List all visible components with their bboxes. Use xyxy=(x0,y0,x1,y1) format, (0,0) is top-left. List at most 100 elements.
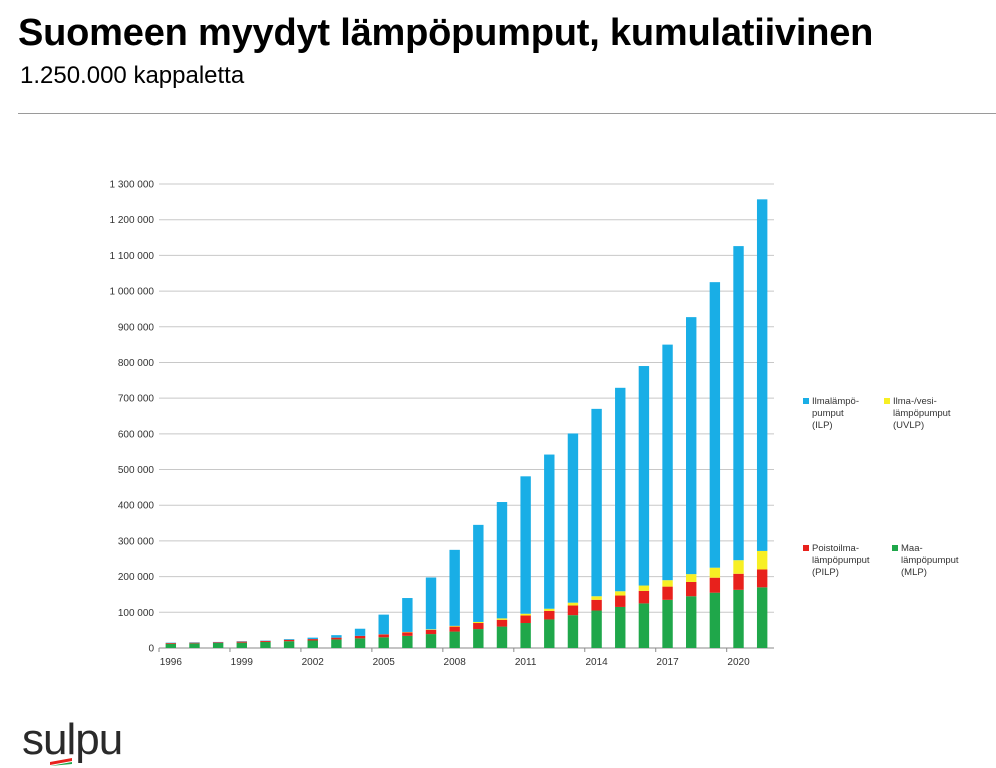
bar-segment xyxy=(473,623,484,630)
bar-segment xyxy=(591,599,602,611)
bar-segment xyxy=(756,569,768,588)
bar-segment xyxy=(165,643,177,648)
bar-segment xyxy=(260,640,271,642)
y-tick-label: 1 000 000 xyxy=(110,287,155,298)
bar-segment xyxy=(331,637,342,640)
legend-label-line: lämpöpumput xyxy=(901,555,959,566)
bar-segment xyxy=(638,366,650,586)
bar-segment xyxy=(638,585,650,591)
bar-segment xyxy=(260,641,271,648)
bar-segment xyxy=(615,606,626,648)
bar-segment xyxy=(520,476,531,614)
bar-segment xyxy=(638,603,650,648)
bar-segment xyxy=(473,621,484,624)
bar-segment xyxy=(402,598,413,632)
bar-segment xyxy=(496,618,508,620)
bar-segment xyxy=(449,631,460,648)
bar-segment xyxy=(544,454,555,609)
bar-segment xyxy=(212,643,224,648)
bar-segment xyxy=(733,246,744,561)
bar-segment xyxy=(686,574,697,582)
x-tick-label: 2005 xyxy=(373,657,396,668)
bar-segment xyxy=(449,625,460,627)
legend-label-line: (PILP) xyxy=(812,567,839,578)
bar-segment xyxy=(307,637,318,640)
bar-segment xyxy=(283,639,295,642)
bar-segment xyxy=(425,629,437,635)
bar-segment xyxy=(591,610,602,648)
sulpu-logo: sulpu xyxy=(22,715,123,764)
bar-segment xyxy=(615,595,626,607)
bar-segment xyxy=(615,387,626,592)
bar-segment xyxy=(567,602,579,606)
bar-segment xyxy=(520,623,531,648)
bar-segment xyxy=(307,639,318,641)
bar-segment xyxy=(425,629,437,630)
bar-segment xyxy=(402,635,413,648)
bar-segment xyxy=(756,550,768,570)
bar-segment xyxy=(686,596,697,648)
bar-segment xyxy=(354,628,366,636)
legend-label-line: (MLP) xyxy=(901,567,927,578)
bar-segment xyxy=(520,615,531,624)
bar-segment xyxy=(544,610,555,620)
bar-segment xyxy=(378,637,389,648)
y-tick-label: 400 000 xyxy=(118,501,155,512)
bar-segment xyxy=(544,608,555,611)
bar-segment xyxy=(449,549,460,626)
legend-label: Ilmalämpö-pumput (ILP) xyxy=(812,396,892,432)
bar-segment xyxy=(591,408,602,597)
bar-segment xyxy=(733,589,744,648)
x-tick-label: 2014 xyxy=(585,657,608,668)
bar-segment xyxy=(283,641,295,648)
bar-segment xyxy=(378,634,389,638)
bar-segment xyxy=(496,619,508,627)
legend-label: Ilma-/vesi-lämpöpumput (UVLP) xyxy=(893,396,973,432)
bar-segment xyxy=(331,639,342,648)
y-tick-label: 800 000 xyxy=(118,358,155,369)
y-tick-label: 100 000 xyxy=(118,608,155,619)
y-tick-label: 600 000 xyxy=(118,429,155,440)
bar-segment xyxy=(733,573,744,590)
bar-segment xyxy=(496,502,508,619)
y-tick-label: 700 000 xyxy=(118,394,155,405)
x-tick-label: 2011 xyxy=(515,657,537,668)
bar-segment xyxy=(307,640,318,648)
x-tick-label: 2017 xyxy=(656,657,679,668)
y-tick-label: 1 200 000 xyxy=(110,215,155,226)
bar-segment xyxy=(212,642,224,644)
bar-segment xyxy=(425,577,437,630)
legend-label-line: Poistoilma- xyxy=(812,543,859,554)
bar-segment xyxy=(473,629,484,648)
y-tick-label: 200 000 xyxy=(118,572,155,583)
legend-label-line: lämpöpumput xyxy=(893,408,951,419)
y-tick-label: 900 000 xyxy=(118,322,155,333)
bar-segment xyxy=(473,524,484,622)
bar-segment xyxy=(733,560,744,574)
bar-segment xyxy=(756,587,768,648)
page-subtitle: 1.250.000 kappaletta xyxy=(20,62,245,89)
x-tick-label: 1999 xyxy=(231,657,254,668)
legend-swatch xyxy=(892,545,898,551)
bar-segment xyxy=(402,632,413,636)
y-tick-label: 300 000 xyxy=(118,536,155,547)
x-tick-label: 2008 xyxy=(444,657,467,668)
legend-swatch xyxy=(884,398,890,404)
legend-label-line: Ilmalämpö- xyxy=(812,396,859,407)
bar-segment xyxy=(638,590,650,604)
x-tick-label: 2020 xyxy=(727,657,750,668)
bar-segment xyxy=(709,567,721,578)
bar-segment xyxy=(378,614,389,635)
bar-segment xyxy=(567,605,579,616)
bar-segment xyxy=(544,619,555,648)
bar-segment xyxy=(709,282,721,568)
bar-segment xyxy=(425,634,437,648)
y-tick-label: 500 000 xyxy=(118,465,155,476)
x-tick-label: 1996 xyxy=(160,657,183,668)
x-tick-label: 2002 xyxy=(302,657,325,668)
bar-segment xyxy=(662,344,673,581)
bar-segment xyxy=(189,642,200,644)
bar-segment xyxy=(449,626,460,632)
bar-segment xyxy=(709,577,721,593)
